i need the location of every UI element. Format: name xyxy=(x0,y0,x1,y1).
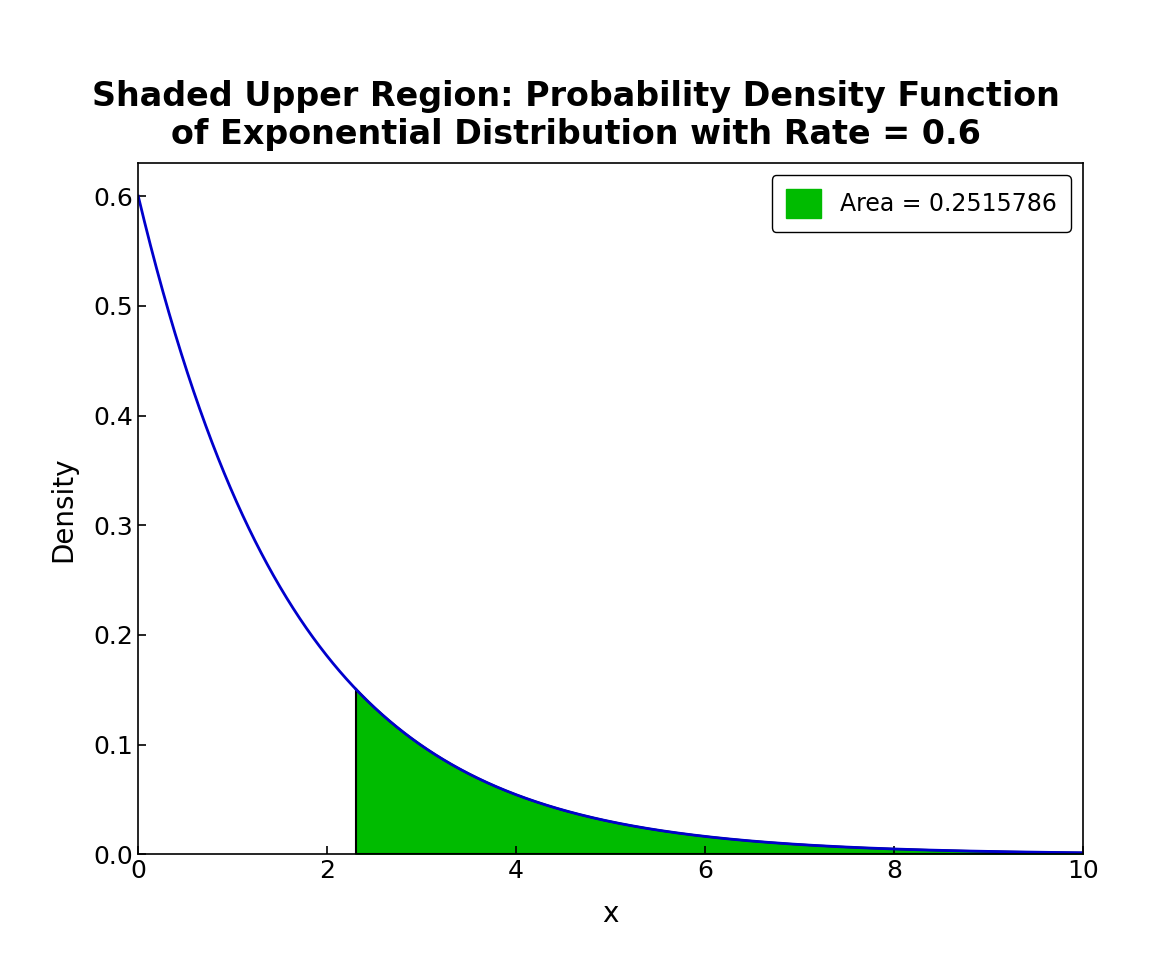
X-axis label: x: x xyxy=(602,900,619,928)
Y-axis label: Density: Density xyxy=(48,456,77,562)
Text: Shaded Upper Region: Probability Density Function
of Exponential Distribution wi: Shaded Upper Region: Probability Density… xyxy=(92,80,1060,151)
Legend: Area = 0.2515786: Area = 0.2515786 xyxy=(772,175,1071,232)
